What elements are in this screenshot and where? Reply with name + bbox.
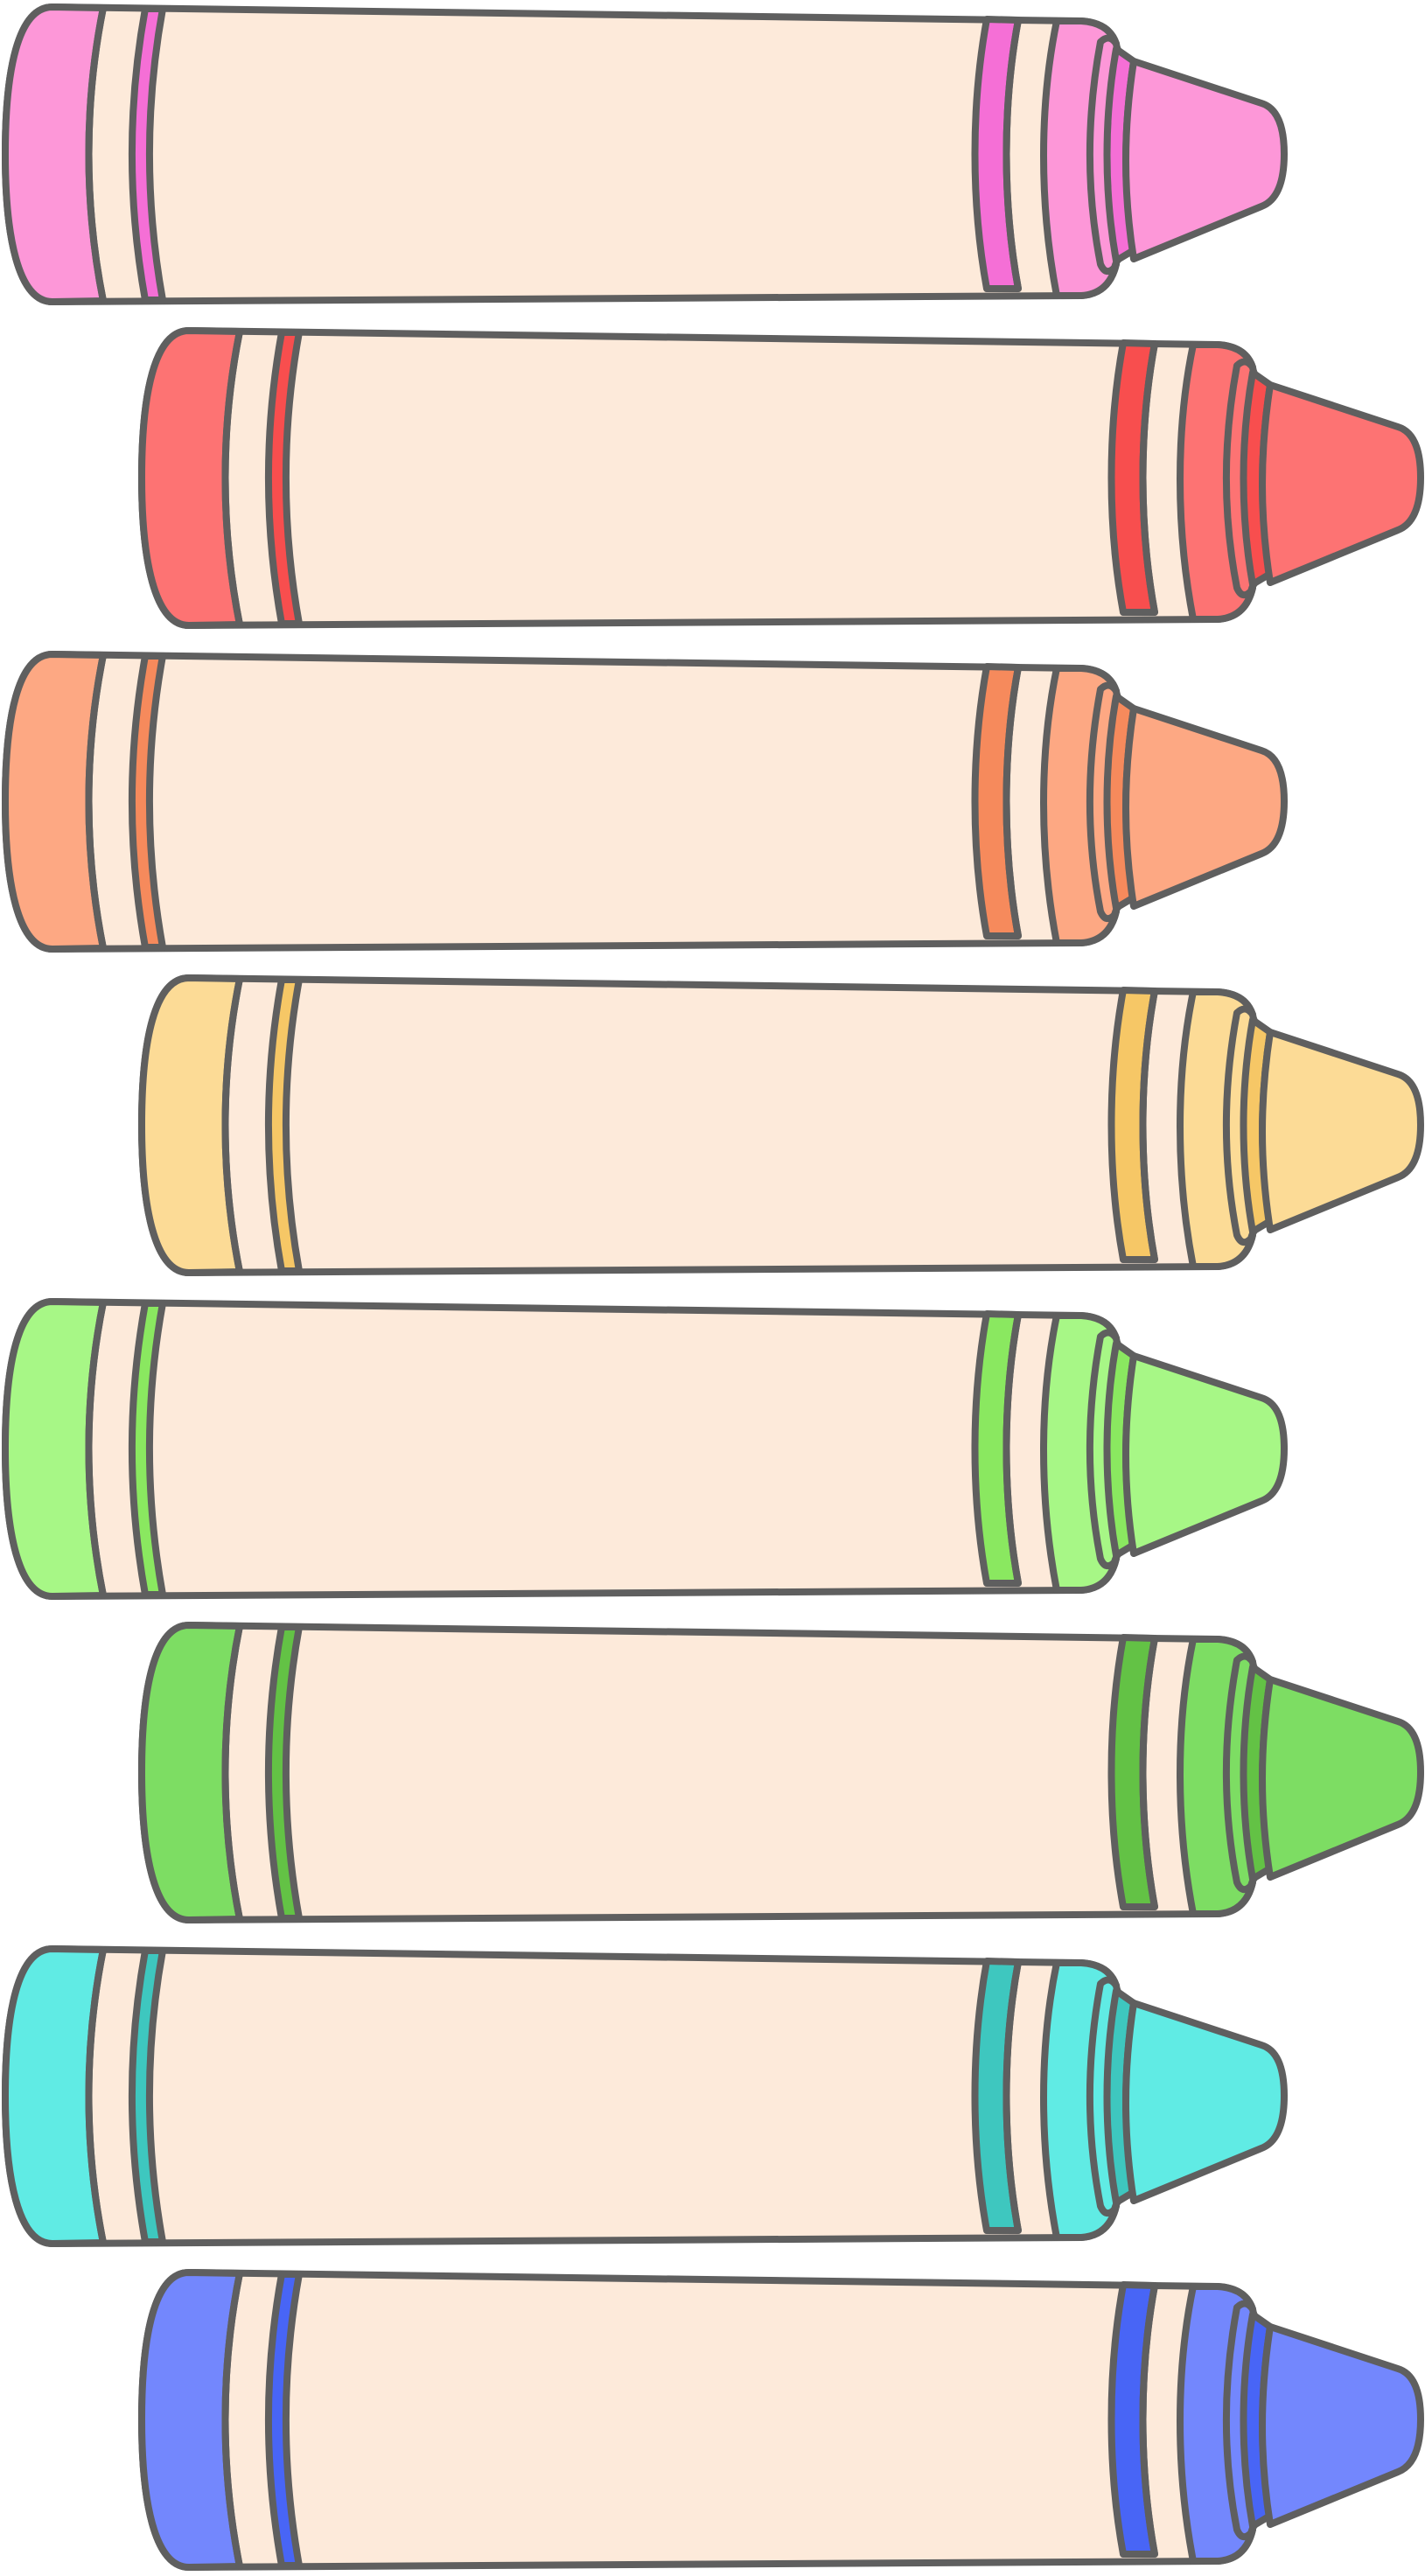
crayon-tip xyxy=(1259,381,1424,586)
crayon-body xyxy=(2,1945,1120,2247)
crayon-left-band xyxy=(129,5,166,304)
crayon-pink xyxy=(2,3,1288,305)
crayon-tip xyxy=(1122,2000,1288,2204)
crayon-tip xyxy=(1259,1676,1424,1881)
crayon-groove-right xyxy=(1002,17,1022,292)
crayon-groove-left xyxy=(85,4,107,304)
crayon-tip xyxy=(1122,58,1288,262)
crayon-groove-left xyxy=(85,652,107,952)
crayon-cyan xyxy=(2,1945,1288,2247)
crayon-left-band xyxy=(129,1300,166,1598)
crayon-groove-left xyxy=(221,975,243,1275)
crayon-groove-right xyxy=(1139,2282,1158,2558)
crayon-lime xyxy=(2,1298,1288,1600)
crayon-groove-left xyxy=(221,1623,243,1923)
crayon-body xyxy=(2,1298,1120,1600)
crayon-red xyxy=(138,327,1424,629)
crayon-blue xyxy=(138,2269,1424,2571)
crayon-yellow xyxy=(138,974,1424,1276)
crayon-tip xyxy=(1259,1029,1424,1233)
crayon-green xyxy=(138,1622,1424,1923)
crayon-tip xyxy=(1122,1352,1288,1557)
crayon-groove-right xyxy=(1002,1311,1022,1587)
crayon-left-band xyxy=(129,653,166,951)
crayon-left-band xyxy=(265,1623,303,1922)
crayon-groove-right xyxy=(1139,988,1158,1263)
crayon-groove-left xyxy=(221,2270,243,2570)
crayon-groove-right xyxy=(1139,340,1158,616)
crayon-body xyxy=(138,974,1256,1276)
crayon-groove-right xyxy=(1002,664,1022,939)
crayon-body xyxy=(138,327,1256,629)
crayon-body xyxy=(2,651,1120,953)
crayon-groove-right xyxy=(1002,1958,1022,2234)
crayon-left-band xyxy=(265,2271,303,2569)
crayon-body xyxy=(138,1622,1256,1923)
crayon-groove-left xyxy=(221,328,243,628)
crayon-left-band xyxy=(265,329,303,627)
crayon-tip xyxy=(1122,705,1288,910)
crayon-body xyxy=(138,2269,1256,2571)
crayon-left-band xyxy=(265,976,303,1274)
crayon-orange xyxy=(2,651,1288,953)
crayon-groove-left xyxy=(85,1299,107,1599)
crayon-groove-right xyxy=(1139,1635,1158,1910)
crayon-tip xyxy=(1259,2323,1424,2528)
crayon-body xyxy=(2,3,1120,305)
crayon-left-band xyxy=(129,1947,166,2245)
crayon-groove-left xyxy=(85,1946,107,2246)
